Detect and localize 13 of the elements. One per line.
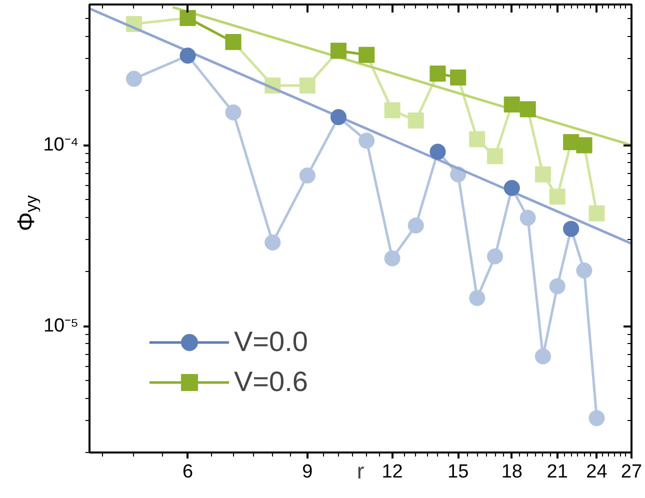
y-tick-label: 10⁻⁴ (43, 134, 79, 156)
x-tick-label: 21 (546, 462, 568, 482)
x-tick-label: 12 (382, 462, 403, 482)
x-tick-label: 24 (586, 462, 608, 482)
x-tick-label: 15 (448, 462, 469, 482)
x-tick-label: 27 (620, 462, 642, 482)
x-tick-label: 9 (302, 462, 313, 482)
x-axis-title: r (356, 458, 364, 484)
x-tick-label: 6 (182, 462, 194, 482)
legend-label: V=0.6 (234, 365, 308, 399)
legend-label: V=0.0 (234, 325, 308, 359)
y-tick-label: 10⁻⁵ (43, 316, 79, 337)
x-tick-label: 18 (501, 462, 522, 482)
